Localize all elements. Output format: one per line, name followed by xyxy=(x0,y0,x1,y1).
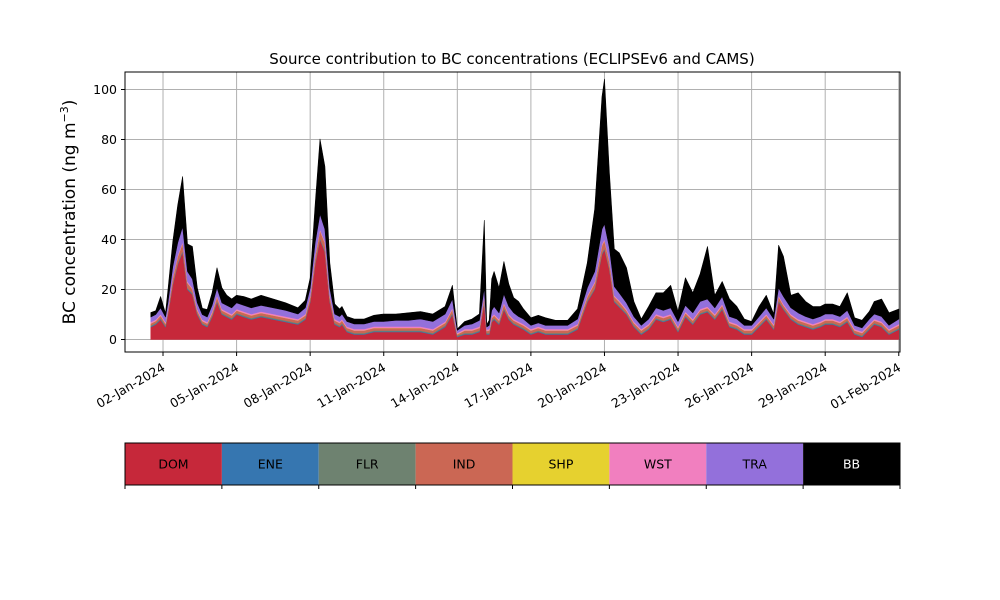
legend-swatch-shp xyxy=(512,443,610,485)
legend-swatch-dom xyxy=(125,443,222,485)
legend-label: FLR xyxy=(356,457,379,472)
plot-frame xyxy=(124,71,901,353)
legend-label: BB xyxy=(843,457,860,472)
legend-swatch-ene xyxy=(221,443,319,485)
y-tick-label: 20 xyxy=(101,282,117,297)
y-tick-label: 100 xyxy=(93,82,117,97)
y-tick-label: 40 xyxy=(101,232,117,247)
legend-swatch-flr xyxy=(318,443,416,485)
y-tick-label: 80 xyxy=(101,132,117,147)
y-tick-label: 0 xyxy=(109,332,117,347)
legend-label: DOM xyxy=(158,457,188,472)
legend-swatch-wst xyxy=(609,443,707,485)
chart-title: Source contribution to BC concentrations… xyxy=(269,50,754,68)
legend-swatch-tra xyxy=(706,443,804,485)
y-axis-label: BC concentration (ng m−3) xyxy=(58,100,80,325)
y-axis: 0 20 40 60 80 100 xyxy=(93,82,125,347)
legend-label: IND xyxy=(453,457,476,472)
legend-label: TRA xyxy=(742,457,768,472)
legend-label: WST xyxy=(644,457,672,472)
legend-label: SHP xyxy=(549,457,574,472)
legend-swatch-bb xyxy=(803,443,900,485)
y-tick-label: 60 xyxy=(101,182,117,197)
stacked-areas xyxy=(150,78,900,340)
legend-colorbar: DOM ENE FLR IND SHP WST TRA BB xyxy=(124,442,901,489)
area-bb xyxy=(150,78,900,331)
legend-label: ENE xyxy=(258,457,283,472)
grid-lines xyxy=(125,72,900,352)
legend-swatch-ind xyxy=(415,443,513,485)
